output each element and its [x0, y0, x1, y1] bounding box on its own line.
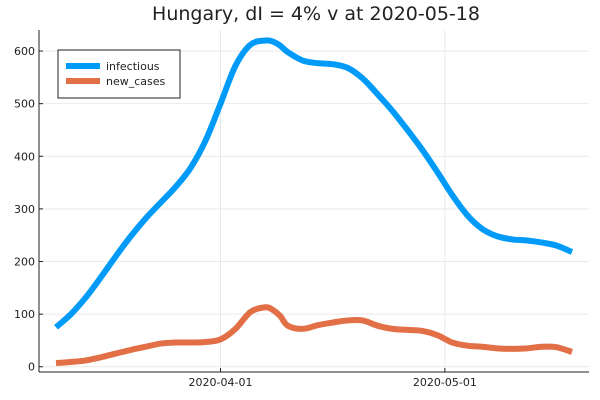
y-tick-label: 400 — [14, 150, 35, 163]
x-tick-label: 2020-05-01 — [413, 376, 477, 389]
chart-title: Hungary, dI = 4% v at 2020-05-18 — [152, 3, 480, 25]
y-tick-label: 100 — [14, 308, 35, 321]
series-line-new-cases — [55, 304, 573, 367]
legend-label-infectious: infectious — [106, 60, 160, 73]
y-tick-label: 0 — [28, 361, 35, 374]
x-tick-label: 2020-04-01 — [189, 376, 253, 389]
legend-box — [57, 49, 181, 99]
y-tick-label: 300 — [14, 203, 35, 216]
y-tick-label: 200 — [14, 256, 35, 269]
y-tick-label: 500 — [14, 98, 35, 111]
x-tick-labels: 2020-04-01 2020-05-01 — [189, 368, 477, 389]
y-tick-label: 600 — [14, 45, 35, 58]
legend: infectious new_cases — [57, 49, 181, 99]
series — [54, 37, 574, 367]
y-tick-labels: 0 100 200 300 400 500 600 — [14, 45, 43, 374]
axes — [38, 30, 589, 373]
series-line-infectious — [54, 37, 574, 330]
legend-label-new-cases: new_cases — [106, 75, 166, 88]
